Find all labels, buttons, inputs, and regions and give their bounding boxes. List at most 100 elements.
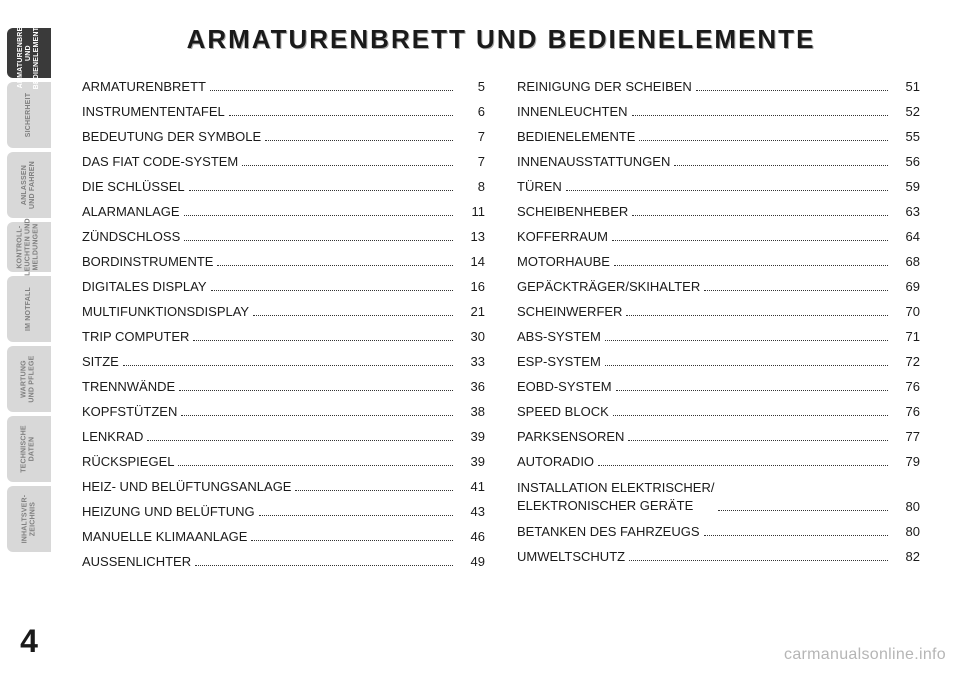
toc-row[interactable]: BETANKEN DES FAHRZEUGS80 [517, 524, 920, 539]
toc-row[interactable]: ZÜNDSCHLOSS13 [82, 229, 485, 244]
toc-dots [189, 190, 453, 191]
toc-row[interactable]: ARMATURENBRETT5 [82, 79, 485, 94]
toc-label: AUTORADIO [517, 454, 594, 469]
toc-row[interactable]: SITZE33 [82, 354, 485, 369]
toc-row[interactable]: TÜREN59 [517, 179, 920, 194]
toc-page: 39 [457, 454, 485, 469]
toc-page: 21 [457, 304, 485, 319]
toc-label: DAS FIAT CODE-SYSTEM [82, 154, 238, 169]
toc-row[interactable]: SCHEIBENHEBER63 [517, 204, 920, 219]
toc-dots [217, 265, 453, 266]
toc-column-right: REINIGUNG DER SCHEIBEN51 INNENLEUCHTEN52 B… [517, 79, 920, 579]
side-tab-label: ARMATURENBRETT UND BEDIENELEMENTEB [17, 17, 41, 90]
toc-page: 72 [892, 354, 920, 369]
toc-row[interactable]: INSTALLATION ELEKTRISCHER/ ELEKTRONISCHE… [517, 479, 920, 514]
toc-row[interactable]: EOBD-SYSTEM 76 [517, 379, 920, 394]
toc-page: 41 [457, 479, 485, 494]
toc-label: REINIGUNG DER SCHEIBEN [517, 79, 692, 94]
toc-row[interactable]: HEIZUNG UND BELÜFTUNG43 [82, 504, 485, 519]
toc-page: 76 [892, 379, 920, 394]
side-tabs: ARMATURENBRETT UND BEDIENELEMENTEBSICHER… [0, 0, 58, 678]
toc-label: KOFFERRAUM [517, 229, 608, 244]
toc-label: BETANKEN DES FAHRZEUGS [517, 524, 700, 539]
toc-dots [628, 440, 888, 441]
toc-page: 79 [892, 454, 920, 469]
toc-dots [674, 165, 888, 166]
toc-row[interactable]: TRIP COMPUTER30 [82, 329, 485, 344]
toc-column-left: ARMATURENBRETT5 INSTRUMENTENTAFEL6 BEDEUTU… [82, 79, 485, 579]
toc-row[interactable]: PARKSENSOREN77 [517, 429, 920, 444]
toc-row[interactable]: AUTORADIO 79 [517, 454, 920, 469]
toc-dots [211, 290, 453, 291]
toc-row[interactable]: DAS FIAT CODE-SYSTEM 7 [82, 154, 485, 169]
toc-row[interactable]: ABS-SYSTEM71 [517, 329, 920, 344]
toc-dots [242, 165, 453, 166]
toc-row[interactable]: ESP-SYSTEM72 [517, 354, 920, 369]
toc-label: TRIP COMPUTER [82, 329, 189, 344]
toc-dots [696, 90, 888, 91]
toc-page: 13 [457, 229, 485, 244]
toc-row[interactable]: REINIGUNG DER SCHEIBEN51 [517, 79, 920, 94]
toc-dots [704, 535, 888, 536]
toc-dots [566, 190, 888, 191]
toc-row[interactable]: AUSSENLICHTER49 [82, 554, 485, 569]
toc-dots [632, 215, 888, 216]
side-tab[interactable]: ARMATURENBRETT UND BEDIENELEMENTEB [7, 28, 51, 78]
toc-row[interactable]: UMWELTSCHUTZ82 [517, 549, 920, 564]
toc-label: INNENLEUCHTEN [517, 104, 628, 119]
side-tab[interactable]: KONTROLL- LEUCHTEN UND MELDUNGEN [7, 222, 51, 272]
toc-page: 77 [892, 429, 920, 444]
side-tab-label: ANLASSEN UND FAHREN [21, 161, 37, 209]
toc-label: ARMATURENBRETT [82, 79, 206, 94]
side-tab[interactable]: TECHNISCHE DATEN [7, 416, 51, 482]
toc-row[interactable]: MULTIFUNKTIONSDISPLAY21 [82, 304, 485, 319]
toc-row[interactable]: TRENNWÄNDE36 [82, 379, 485, 394]
toc-row[interactable]: INSTRUMENTENTAFEL6 [82, 104, 485, 119]
toc-dots [598, 465, 888, 466]
toc-row[interactable]: KOPFSTÜTZEN38 [82, 404, 485, 419]
toc-page: 46 [457, 529, 485, 544]
toc-row[interactable]: SPEED BLOCK76 [517, 404, 920, 419]
side-tab[interactable]: WARTUNG UND PFLEGE [7, 346, 51, 412]
toc-row[interactable]: DIE SCHLÜSSEL8 [82, 179, 485, 194]
side-tab[interactable]: SICHERHEIT [7, 82, 51, 148]
toc-row[interactable]: ALARMANLAGE11 [82, 204, 485, 219]
toc-label: LENKRAD [82, 429, 143, 444]
toc-dots [123, 365, 453, 366]
toc-row[interactable]: DIGITALES DISPLAY 16 [82, 279, 485, 294]
toc-label: DIGITALES DISPLAY [82, 279, 207, 294]
toc-dots [178, 465, 453, 466]
toc-label: TÜREN [517, 179, 562, 194]
toc-page: 76 [892, 404, 920, 419]
side-tab[interactable]: INHALTSVER- ZEICHNIS [7, 486, 51, 552]
toc-row[interactable]: HEIZ- UND BELÜFTUNGSANLAGE41 [82, 479, 485, 494]
side-tab[interactable]: IM NOTFALL [7, 276, 51, 342]
toc-row[interactable]: BORDINSTRUMENTE14 [82, 254, 485, 269]
toc-row[interactable]: INNENAUSSTATTUNGEN56 [517, 154, 920, 169]
toc-page: 56 [892, 154, 920, 169]
toc-page: 7 [457, 154, 485, 169]
toc-row[interactable]: RÜCKSPIEGEL39 [82, 454, 485, 469]
toc-dots [184, 240, 453, 241]
toc-row[interactable]: MOTORHAUBE68 [517, 254, 920, 269]
toc-row[interactable]: KOFFERRAUM64 [517, 229, 920, 244]
toc-label: UMWELTSCHUTZ [517, 549, 625, 564]
toc-row[interactable]: BEDEUTUNG DER SYMBOLE7 [82, 129, 485, 144]
watermark: carmanualsonline.info [784, 646, 946, 664]
toc-row[interactable]: BEDIENELEMENTE55 [517, 129, 920, 144]
toc-page: 16 [457, 279, 485, 294]
toc-dots [612, 240, 888, 241]
toc-label: INSTALLATION ELEKTRISCHER/ ELEKTRONISCHE… [517, 479, 714, 514]
toc-row[interactable]: SCHEINWERFER70 [517, 304, 920, 319]
toc-row[interactable]: GEPÄCKTRÄGER/SKIHALTER69 [517, 279, 920, 294]
side-tab-label: TECHNISCHE DATEN [21, 425, 37, 473]
toc-page: 68 [892, 254, 920, 269]
toc-dots [639, 140, 888, 141]
toc-label: EOBD-SYSTEM [517, 379, 612, 394]
toc-row[interactable]: INNENLEUCHTEN52 [517, 104, 920, 119]
toc-label: ABS-SYSTEM [517, 329, 601, 344]
toc-row[interactable]: MANUELLE KLIMAANLAGE46 [82, 529, 485, 544]
side-tab[interactable]: ANLASSEN UND FAHREN [7, 152, 51, 218]
toc-row[interactable]: LENKRAD39 [82, 429, 485, 444]
toc-label: BEDEUTUNG DER SYMBOLE [82, 129, 261, 144]
